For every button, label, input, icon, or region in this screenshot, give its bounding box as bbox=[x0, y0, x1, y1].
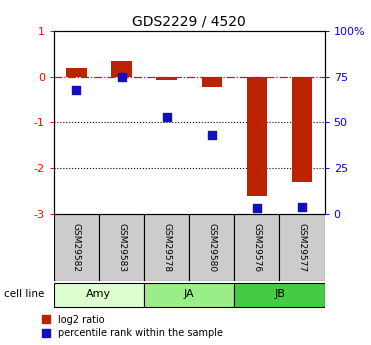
Bar bbox=[292, 77, 312, 182]
Text: GSM29583: GSM29583 bbox=[117, 223, 126, 272]
Bar bbox=[144, 283, 234, 307]
Point bbox=[119, 74, 125, 80]
Bar bbox=[54, 214, 99, 281]
Text: JA: JA bbox=[184, 289, 194, 298]
Bar bbox=[111, 61, 132, 77]
Bar bbox=[66, 68, 86, 77]
Text: GSM29582: GSM29582 bbox=[72, 223, 81, 272]
Bar bbox=[234, 214, 279, 281]
Bar bbox=[99, 214, 144, 281]
Point bbox=[73, 87, 79, 92]
Text: GSM29578: GSM29578 bbox=[162, 223, 171, 272]
Point bbox=[164, 114, 170, 120]
Bar bbox=[234, 283, 325, 307]
Point bbox=[254, 206, 260, 211]
Bar bbox=[189, 214, 234, 281]
Bar bbox=[157, 77, 177, 80]
Bar bbox=[247, 77, 267, 196]
Title: GDS2229 / 4520: GDS2229 / 4520 bbox=[132, 14, 246, 29]
Bar bbox=[54, 283, 144, 307]
Text: Amy: Amy bbox=[86, 289, 112, 298]
Point bbox=[209, 132, 215, 138]
Text: GSM29577: GSM29577 bbox=[298, 223, 306, 272]
Bar bbox=[144, 214, 189, 281]
Text: JB: JB bbox=[274, 289, 285, 298]
Point bbox=[299, 204, 305, 209]
Text: GSM29576: GSM29576 bbox=[252, 223, 262, 272]
Text: cell line: cell line bbox=[4, 289, 44, 298]
Bar bbox=[201, 77, 222, 87]
Bar bbox=[279, 214, 325, 281]
Text: GSM29580: GSM29580 bbox=[207, 223, 216, 272]
Legend: log2 ratio, percentile rank within the sample: log2 ratio, percentile rank within the s… bbox=[42, 315, 223, 338]
